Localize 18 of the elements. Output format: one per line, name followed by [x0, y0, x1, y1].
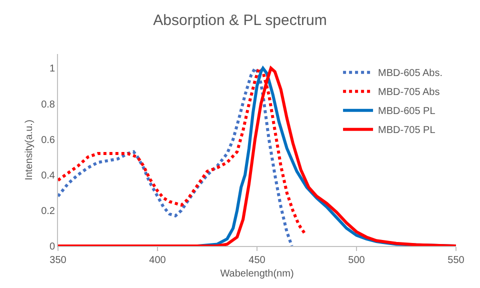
y-tick-label: 1	[49, 64, 56, 75]
y-axis-title: Intensity(a.u.)	[24, 120, 36, 180]
x-tick-label: 450	[248, 255, 266, 266]
x-tick-label: 350	[50, 255, 67, 266]
x-tick-label: 550	[448, 255, 465, 266]
y-tick-label: 0.8	[41, 99, 56, 110]
y-tick-label: 0.6	[41, 134, 56, 146]
y-tick-label: 0.2	[41, 206, 56, 217]
chart-title: Absorption & PL spectrum	[153, 12, 327, 29]
legend-label: MBD-705 PL	[378, 125, 436, 136]
y-tick-label: 0	[49, 242, 56, 252]
x-tick-label: 500	[348, 255, 366, 266]
x-tick-label: 400	[149, 255, 166, 266]
legend-label: MBD-605 PL	[378, 106, 436, 118]
x-axis-title: Wabelength(nm)	[220, 268, 294, 280]
legend-label: MBD-605 Abs.	[378, 68, 443, 80]
legend-label: MBD-705 Abs	[378, 87, 440, 98]
y-tick-label: 0.4	[41, 170, 56, 182]
